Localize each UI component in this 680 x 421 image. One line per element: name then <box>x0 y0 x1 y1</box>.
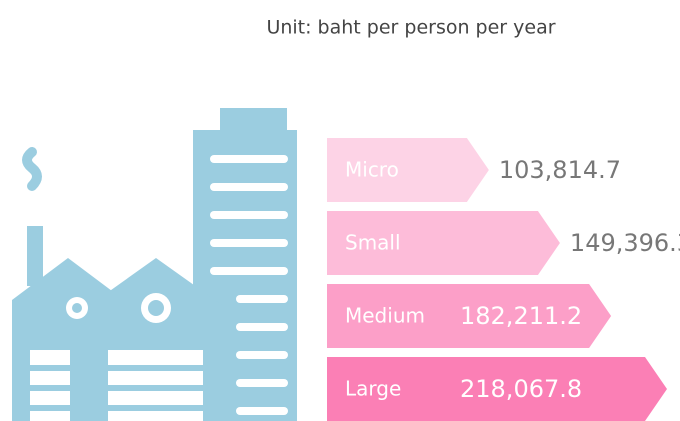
value-label: 218,067.8 <box>460 375 582 403</box>
category-label: Large <box>345 377 401 401</box>
unit-subtitle: Unit: baht per person per year <box>266 17 555 39</box>
buildings-illustration <box>12 108 297 421</box>
infographic: Unit: baht per person per year Micro 103,… <box>0 0 680 421</box>
category-label: Micro <box>345 158 399 182</box>
category-label: Medium <box>345 304 425 328</box>
value-label: 149,396.3 <box>570 229 680 257</box>
category-label: Small <box>345 231 401 255</box>
value-label: 182,211.2 <box>460 302 582 330</box>
value-label: 103,814.7 <box>499 156 621 184</box>
